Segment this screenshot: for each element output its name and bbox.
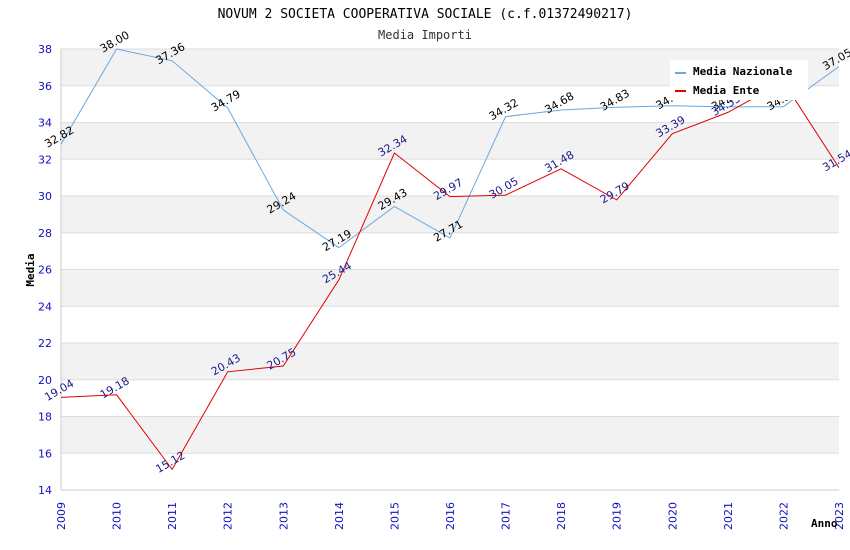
legend-box [670, 60, 808, 100]
x-tick-label: 2009 [55, 502, 68, 530]
series-line [60, 48, 840, 249]
y-tick-label: 34 [38, 117, 52, 130]
x-tick-label: 2021 [722, 502, 735, 530]
data-label: 34.79 [209, 87, 243, 114]
legend: Media Nazionale Media Ente [670, 60, 808, 100]
y-axis-label: Media [24, 253, 37, 286]
x-tick-label: 2018 [555, 502, 568, 530]
x-tick-label: 2023 [833, 502, 846, 530]
x-tick-label: 2017 [500, 502, 513, 530]
y-tick-label: 30 [38, 190, 52, 203]
grid-band [61, 122, 839, 160]
grid-band [61, 343, 839, 380]
x-tick-label: 2022 [777, 502, 790, 530]
data-label: 34.32 [487, 96, 521, 123]
y-tick-label: 26 [38, 264, 52, 277]
y-tick-labels: 14 16 18 20 22 24 26 28 30 32 34 36 38 [38, 43, 52, 497]
x-tick-label: 2013 [277, 502, 290, 530]
y-tick-label: 36 [38, 80, 52, 93]
x-tick-labels: 2009 2010 2011 2012 2013 2014 2015 2016 2017 2018… [55, 502, 846, 530]
series-line [60, 81, 840, 471]
y-tick-label: 38 [38, 43, 52, 56]
y-tick-label: 32 [38, 153, 52, 166]
legend-label-ente: Media Ente [693, 84, 760, 97]
x-axis-label: Anno [811, 517, 838, 530]
y-tick-label: 28 [38, 227, 52, 240]
x-tick-label: 2012 [222, 502, 235, 530]
x-tick-label: 2011 [166, 502, 179, 530]
chart-subtitle: Media Importi [378, 28, 472, 42]
y-tick-label: 18 [38, 411, 52, 424]
legend-label-nazionale: Media Nazionale [693, 65, 793, 78]
series-lines [60, 48, 840, 471]
x-tick-label: 2020 [666, 502, 679, 530]
y-tick-label: 20 [38, 374, 52, 387]
y-tick-label: 24 [38, 300, 52, 313]
chart-title: NOVUM 2 SOCIETA COOPERATIVA SOCIALE (c.f… [218, 7, 633, 22]
x-tick-label: 2015 [388, 502, 401, 530]
axes [60, 49, 839, 491]
grid-band [61, 416, 839, 454]
data-label: 34.68 [543, 89, 577, 116]
x-tick-label: 2016 [444, 502, 457, 530]
grid-band [61, 269, 839, 307]
x-tick-label: 2010 [111, 502, 124, 530]
x-tick-label: 2019 [611, 502, 624, 530]
data-label: 34.83 [598, 87, 632, 114]
x-tick-label: 2014 [333, 502, 346, 530]
y-tick-label: 14 [38, 484, 52, 497]
grid-band [61, 196, 839, 233]
y-tick-label: 16 [38, 447, 52, 460]
y-tick-label: 22 [38, 337, 52, 350]
